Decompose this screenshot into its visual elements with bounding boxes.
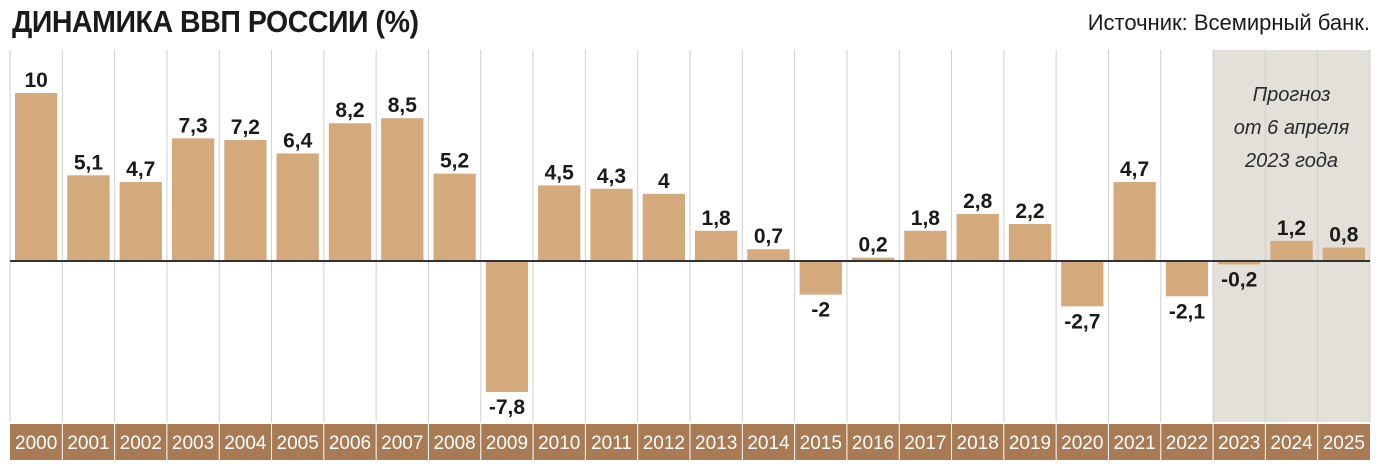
year-label-2012: 2012 — [643, 433, 685, 454]
source-note: Источник: Всемирный банк. — [1087, 10, 1370, 35]
value-label-2012: 4 — [658, 170, 670, 193]
bar-2013 — [695, 230, 738, 261]
bar-2002 — [119, 182, 162, 261]
bar-2007 — [381, 118, 424, 261]
year-label-2013: 2013 — [695, 433, 737, 454]
forecast-background-layer — [1213, 50, 1370, 422]
year-label-2021: 2021 — [1113, 433, 1155, 454]
bar-2023 — [1218, 261, 1261, 265]
year-label-2004: 2004 — [224, 433, 267, 454]
value-label-2016: 0,2 — [858, 234, 887, 257]
bar-2001 — [67, 175, 110, 261]
bars — [15, 93, 1365, 393]
forecast-note-line: от 6 апреля — [1234, 117, 1350, 139]
year-label-2018: 2018 — [957, 433, 999, 454]
bar-2011 — [590, 188, 633, 261]
value-label-2001: 5,1 — [74, 151, 104, 174]
bar-2014 — [747, 249, 790, 261]
bar-2008 — [433, 173, 476, 261]
value-label-2020: -2,7 — [1064, 310, 1100, 333]
year-label-2005: 2005 — [277, 433, 319, 454]
bar-2000 — [15, 93, 58, 261]
year-label-2019: 2019 — [1009, 433, 1051, 454]
value-label-2005: 6,4 — [283, 129, 313, 152]
year-label-2024: 2024 — [1270, 433, 1313, 454]
year-label-2006: 2006 — [329, 433, 371, 454]
year-label-2010: 2010 — [538, 433, 580, 454]
forecast-note: Прогноз от 6 апреля 2023 года — [1234, 84, 1350, 172]
value-label-2023: -0,2 — [1221, 268, 1257, 291]
value-label-2019: 2,2 — [1015, 200, 1044, 223]
year-label-2000: 2000 — [15, 433, 57, 454]
forecast-note-line: Прогноз — [1253, 84, 1331, 106]
year-label-2009: 2009 — [486, 433, 528, 454]
value-label-2013: 1,8 — [702, 207, 732, 230]
value-label-2022: -2,1 — [1169, 300, 1206, 323]
bar-2003 — [171, 138, 215, 261]
bar-2005 — [276, 153, 319, 261]
year-label-2017: 2017 — [904, 433, 946, 454]
forecast-note-line: 2023 года — [1244, 150, 1338, 172]
bar-2010 — [538, 185, 581, 261]
value-label-2009: -7,8 — [489, 396, 526, 419]
bar-2006 — [328, 123, 372, 262]
value-label-2002: 4,7 — [126, 158, 155, 181]
value-label-2003: 7,3 — [178, 114, 207, 137]
forecast-shade — [1213, 50, 1370, 422]
bar-2012 — [642, 193, 685, 261]
year-label-2023: 2023 — [1218, 433, 1260, 454]
year-label-2011: 2011 — [591, 433, 632, 454]
bar-2004 — [224, 140, 267, 261]
bar-2009 — [485, 261, 529, 393]
year-label-2014: 2014 — [747, 433, 790, 454]
value-label-2006: 8,2 — [335, 99, 364, 122]
value-label-2007: 8,5 — [388, 94, 418, 117]
year-label-2020: 2020 — [1061, 433, 1103, 454]
year-label-2016: 2016 — [852, 433, 894, 454]
value-label-2011: 4,3 — [597, 165, 626, 188]
bar-2016 — [851, 257, 895, 261]
value-label-2008: 5,2 — [440, 150, 469, 173]
year-label-2002: 2002 — [120, 433, 162, 454]
value-label-2014: 0,7 — [754, 225, 783, 248]
value-labels: 10 5,1 4,7 7,3 7,2 6,4 8,2 8,5 5,2 -7,8 4,5 4,3 4 1,8… — [24, 69, 1358, 419]
value-label-2025: 0,8 — [1329, 224, 1359, 247]
value-label-2018: 2,8 — [963, 190, 993, 213]
year-label-2001: 2001 — [67, 433, 109, 454]
bar-2017 — [904, 230, 947, 261]
year-label-2015: 2015 — [800, 433, 842, 454]
bar-2019 — [1008, 224, 1052, 261]
chart-title: ДИНАМИКА ВВП РОССИИ (%) — [12, 4, 419, 39]
value-label-2004: 7,2 — [231, 116, 260, 139]
year-label-2007: 2007 — [381, 433, 423, 454]
bar-2021 — [1113, 182, 1156, 261]
bar-2015 — [799, 261, 842, 295]
bar-2022 — [1165, 261, 1209, 297]
value-label-2000: 10 — [24, 69, 47, 92]
year-band: 2000 2001 2002 2003 2004 2005 2006 2007 2008 2009… — [10, 424, 1370, 460]
year-label-2003: 2003 — [172, 433, 214, 454]
bar-2020 — [1061, 261, 1104, 307]
value-label-2021: 4,7 — [1120, 158, 1149, 181]
year-label-2025: 2025 — [1323, 433, 1365, 454]
bar-2024 — [1270, 240, 1313, 261]
gridlines — [9, 50, 1371, 422]
value-label-2017: 1,8 — [911, 207, 941, 230]
value-label-2015: -2 — [811, 299, 830, 322]
value-label-2010: 4,5 — [545, 161, 575, 184]
value-label-2024: 1,2 — [1277, 217, 1306, 240]
year-label-2022: 2022 — [1166, 433, 1208, 454]
bar-2018 — [956, 213, 999, 261]
bar-2025 — [1322, 247, 1365, 261]
year-label-2008: 2008 — [433, 433, 475, 454]
